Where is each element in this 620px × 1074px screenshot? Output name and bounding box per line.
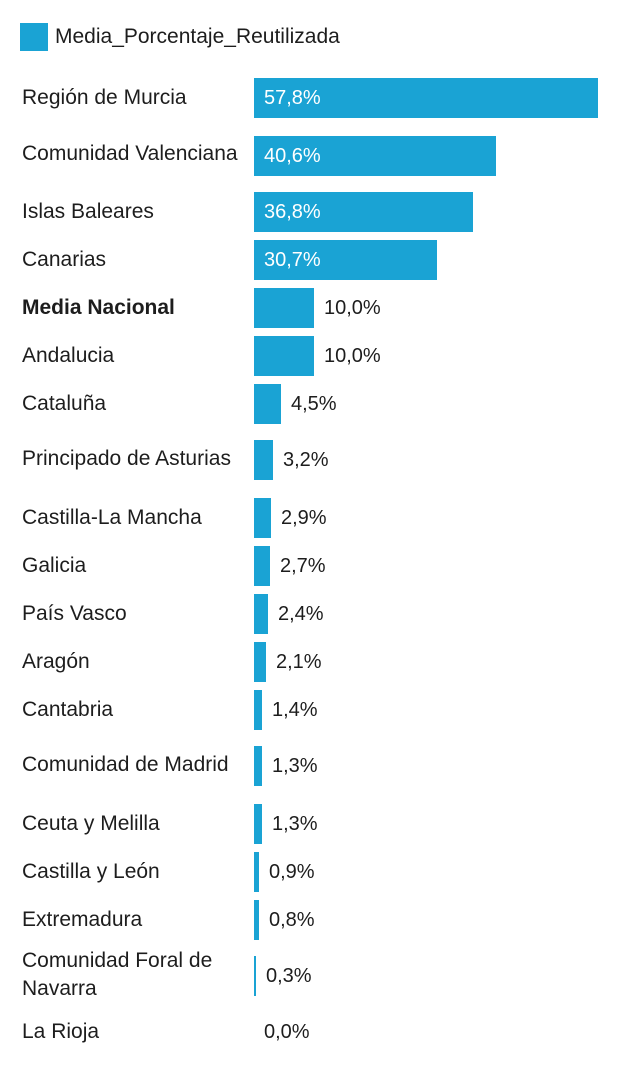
- category-label: Media Nacional: [22, 296, 175, 319]
- value-label: 0,0%: [264, 1021, 310, 1043]
- bar: [254, 642, 266, 682]
- value-label: 1,3%: [272, 813, 318, 835]
- category-label: Comunidad de Madrid: [22, 753, 229, 776]
- category-label: La Rioja: [22, 1020, 100, 1043]
- value-label: 0,8%: [269, 909, 315, 931]
- value-label: 30,7%: [264, 249, 321, 271]
- bar: [254, 384, 281, 424]
- bar: [254, 852, 259, 892]
- category-label: País Vasco: [22, 602, 127, 625]
- value-label: 36,8%: [264, 201, 321, 223]
- value-label: 0,9%: [269, 861, 315, 883]
- bar: [254, 78, 598, 118]
- bar: [254, 690, 262, 730]
- category-label: Región de Murcia: [22, 86, 187, 109]
- category-label: Cataluña: [22, 392, 107, 415]
- category-label: Islas Baleares: [22, 200, 154, 223]
- bar: [254, 440, 273, 480]
- legend-swatch: [20, 23, 48, 51]
- legend: Media_Porcentaje_Reutilizada: [20, 23, 340, 51]
- category-label: Cantabria: [22, 698, 114, 721]
- bar: [254, 956, 256, 996]
- bar: [254, 900, 259, 940]
- bar: [254, 594, 268, 634]
- legend-label: Media_Porcentaje_Reutilizada: [55, 25, 340, 48]
- value-label: 2,9%: [281, 507, 327, 529]
- bar: [254, 546, 270, 586]
- category-label: Castilla y León: [22, 860, 160, 883]
- value-label: 40,6%: [264, 145, 321, 167]
- value-label: 1,3%: [272, 755, 318, 777]
- value-label: 10,0%: [324, 297, 381, 319]
- bar: [254, 804, 262, 844]
- bar: [254, 136, 496, 176]
- value-label: 57,8%: [264, 87, 321, 109]
- value-label: 2,7%: [280, 555, 326, 577]
- category-label: Principado de Asturias: [22, 447, 231, 470]
- value-label: 3,2%: [283, 449, 329, 471]
- category-label: Ceuta y Melilla: [22, 812, 160, 835]
- category-label: Comunidad Valenciana: [22, 142, 238, 165]
- bar: [254, 240, 437, 280]
- bar: [254, 498, 271, 538]
- bar: [254, 746, 262, 786]
- category-label: Comunidad Foral de Navarra: [22, 949, 213, 1000]
- value-label: 10,0%: [324, 345, 381, 367]
- category-label: Aragón: [22, 650, 90, 673]
- category-label: Andalucia: [22, 344, 115, 367]
- value-label: 0,3%: [266, 965, 312, 987]
- category-label: Castilla-La Mancha: [22, 506, 202, 529]
- bar: [254, 288, 314, 328]
- value-label: 2,4%: [278, 603, 324, 625]
- category-label: Galicia: [22, 554, 87, 577]
- category-label: Canarias: [22, 248, 107, 271]
- category-label: Extremadura: [22, 908, 143, 931]
- value-label: 1,4%: [272, 699, 318, 721]
- bar: [254, 336, 314, 376]
- bar: [254, 192, 473, 232]
- value-label: 2,1%: [276, 651, 322, 673]
- value-label: 4,5%: [291, 393, 337, 415]
